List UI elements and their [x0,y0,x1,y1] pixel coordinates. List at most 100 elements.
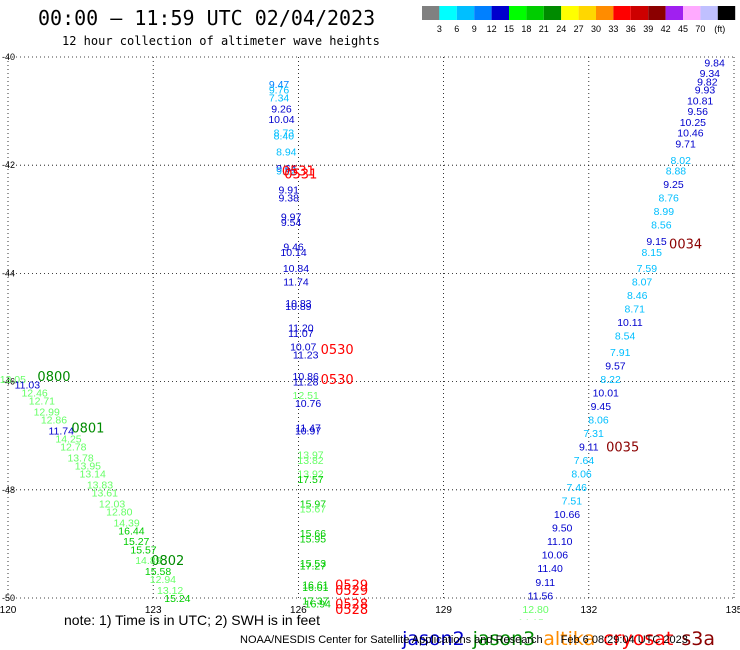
wave-height-label: 13.83 [87,479,113,491]
colorbar-swatch [648,6,666,20]
colorbar-tick-label: 39 [643,24,653,34]
wave-height-label: 8.06 [571,469,592,481]
y-tick-label: -42 [2,160,15,170]
colorbar-tick-label: 33 [608,24,618,34]
wave-height-label: 16.44 [118,525,144,537]
wave-height-label: 8.06 [588,414,609,426]
pass-time-label: 0035 [606,441,639,456]
pass-time-label: 0530 [321,373,354,388]
wave-height-label: 9.45 [591,401,612,413]
wave-height-label: 10.84 [283,263,309,275]
wave-height-label: 16.94 [305,598,331,610]
colorbar-tick-label: 3 [437,24,442,34]
x-tick-label: 123 [145,605,162,616]
wave-height-label: 15.24 [164,593,190,605]
wave-height-label: 8.73 [274,128,295,140]
y-tick-label: -46 [2,377,15,387]
colorbar-swatch [509,6,527,20]
footer-credit: NOAA/NESDIS Center for Satellite Applica… [240,634,543,646]
wave-height-label: 10.86 [293,371,319,383]
wave-height-label: 12.94 [150,574,176,586]
wave-height-label: 9.46 [283,241,304,253]
wave-height-label: 11.40 [537,563,563,575]
wave-height-label: 9.38 [279,193,300,205]
wave-height-label: 8.54 [615,331,636,343]
wave-height-label: 16.01 [302,582,328,594]
wave-height-label: 11.74 [48,425,74,437]
pass-time-label: 0529 [335,578,368,593]
colorbar-tick-label: 30 [591,24,601,34]
wave-height-label: 8.02 [671,155,692,167]
wave-height-label: 15.53 [300,558,326,570]
colorbar-swatch [717,6,736,20]
wave-height-label: 15.97 [300,498,326,510]
wave-height-label: 9.71 [675,139,696,151]
wave-height-label: 13.82 [297,455,323,467]
wave-height-label: 7.31 [583,428,604,440]
wave-height-label: 12.80 [106,506,132,518]
y-tick-label: -44 [2,268,15,278]
wave-height-label: 8.71 [625,304,646,316]
wave-height-label: 12.78 [60,442,86,454]
wave-height-label: 10.04 [268,114,294,126]
wave-height-label: 11.56 [528,590,554,602]
wave-height-label: 12.51 [293,390,319,402]
colorbar-unit-label: (ft) [714,24,725,34]
colorbar-swatch [474,6,492,20]
wave-height-label: 15.67 [300,504,326,516]
x-tick-label: 135 [726,605,740,616]
wave-height-label: 9.64 [276,163,297,175]
wave-height-label: 11.47 [295,423,321,435]
wave-height-label: 9.82 [697,76,718,88]
legend-jason3: jason3 [472,628,536,650]
colorbar-swatch [526,6,544,20]
wave-height-label: 13.12 [157,585,183,597]
colorbar-swatch [561,6,579,20]
colorbar-swatch [700,6,718,20]
colorbar-swatch [683,6,701,20]
colorbar-swatch [630,6,649,20]
colorbar-swatch [665,6,683,20]
pass-time-label: 0801 [71,422,104,437]
wave-height-label: 16.61 [302,579,328,591]
colorbar-swatch [491,6,509,20]
wave-height-label: 9.25 [663,179,684,191]
pass-time-label: 0528 [335,603,368,618]
colorbar-tick-label: 12 [487,24,497,34]
wave-height-label: 10.25 [680,117,706,129]
colorbar-swatch [422,6,440,20]
x-tick-label: 132 [580,605,597,616]
wave-height-label: 12.03 [99,498,125,510]
colorbar-tick-label: 6 [454,24,459,34]
colorbar-swatch [456,6,475,20]
pass-time-label: 0529 [335,584,368,599]
wave-height-label: 9.93 [695,84,716,96]
colorbar-swatch [578,6,596,20]
wave-height-label: 14.15 [518,617,544,620]
wave-height-label: 8.99 [654,206,675,218]
colorbar-tick-label: 21 [539,24,549,34]
colorbar-swatch [543,6,562,20]
wave-height-label: 9.11 [535,577,555,589]
colorbar-tick-label: 18 [521,24,531,34]
wave-height-plot: 120 123 126 129 132 135 -40 -42 -44 -46 -48 -50 9.47… [0,52,740,620]
wave-height-label: 10.06 [542,550,568,562]
wave-height-label: 8.88 [666,166,687,178]
x-tick-label: 129 [435,605,452,616]
wave-height-label: 10.07 [290,341,316,353]
wave-height-label: 8.56 [651,220,672,232]
wave-height-label: 11.10 [547,536,573,548]
colorbar-tick-label: 42 [661,24,671,34]
wave-height-label: 13.61 [92,488,118,500]
wave-height-label: 8.46 [627,290,648,302]
wave-height-label: 10.46 [677,128,703,140]
colorbar-tick-label: 24 [556,24,566,34]
pass-time-label: 0034 [669,238,702,253]
footnote: note: 1) Time is in UTC; 2) SWH is in fe… [64,612,320,628]
y-tick-label: -50 [2,593,15,603]
wave-height-label: 11.03 [15,379,41,391]
wave-height-label: 8.22 [600,374,621,386]
wave-height-label: 9.91 [279,185,300,197]
wave-height-label: 9.34 [700,68,721,80]
wave-height-label: 14.89 [135,555,161,567]
